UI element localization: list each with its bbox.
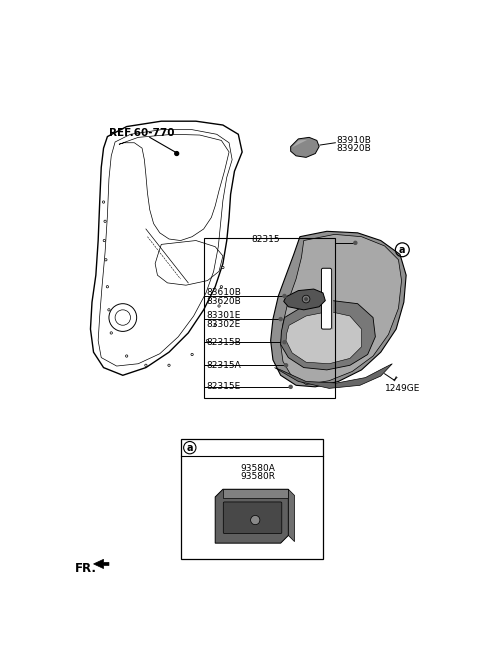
Text: 82315A: 82315A	[206, 361, 240, 370]
Text: 83302E: 83302E	[206, 320, 240, 329]
Circle shape	[222, 266, 224, 269]
Circle shape	[251, 516, 260, 525]
Text: 93580A: 93580A	[240, 464, 275, 473]
Circle shape	[105, 259, 107, 261]
Polygon shape	[281, 301, 375, 370]
Circle shape	[104, 220, 106, 223]
Text: 83301E: 83301E	[206, 311, 240, 321]
FancyBboxPatch shape	[180, 439, 323, 558]
Polygon shape	[292, 140, 308, 147]
Circle shape	[145, 364, 147, 367]
Circle shape	[102, 201, 105, 203]
Circle shape	[175, 152, 179, 156]
Polygon shape	[288, 489, 295, 541]
Circle shape	[302, 295, 310, 303]
Circle shape	[304, 297, 308, 301]
Text: 82315B: 82315B	[206, 338, 240, 347]
Circle shape	[191, 353, 193, 355]
Text: 83910B: 83910B	[337, 136, 372, 145]
Circle shape	[103, 239, 106, 242]
Polygon shape	[94, 559, 109, 568]
Circle shape	[283, 294, 286, 298]
Text: FR.: FR.	[75, 562, 97, 575]
Circle shape	[285, 364, 288, 367]
Polygon shape	[291, 137, 319, 158]
Circle shape	[206, 340, 209, 342]
Polygon shape	[281, 235, 402, 384]
Circle shape	[108, 309, 110, 311]
FancyBboxPatch shape	[223, 502, 282, 533]
Text: 1249GE: 1249GE	[384, 384, 420, 393]
Circle shape	[220, 286, 223, 288]
Polygon shape	[284, 289, 325, 310]
Circle shape	[214, 324, 216, 327]
Text: a: a	[399, 245, 406, 255]
Text: 82315: 82315	[252, 235, 280, 244]
Text: 82315E: 82315E	[206, 382, 240, 392]
Circle shape	[110, 332, 112, 334]
Text: 93580R: 93580R	[240, 472, 275, 482]
Circle shape	[279, 317, 282, 321]
Circle shape	[289, 385, 292, 388]
Polygon shape	[275, 364, 392, 388]
Text: a: a	[187, 443, 193, 453]
Polygon shape	[215, 489, 288, 543]
Text: REF.60-770: REF.60-770	[109, 127, 174, 138]
Text: 83920B: 83920B	[337, 145, 372, 154]
Polygon shape	[223, 489, 288, 499]
FancyBboxPatch shape	[322, 268, 332, 329]
Text: 83620B: 83620B	[206, 297, 240, 306]
Circle shape	[283, 340, 286, 344]
Circle shape	[218, 305, 220, 307]
Text: 83610B: 83610B	[206, 288, 241, 298]
Polygon shape	[286, 311, 361, 364]
Polygon shape	[271, 231, 406, 387]
Circle shape	[125, 355, 128, 357]
Circle shape	[106, 286, 108, 288]
Circle shape	[354, 241, 357, 244]
Circle shape	[168, 364, 170, 367]
